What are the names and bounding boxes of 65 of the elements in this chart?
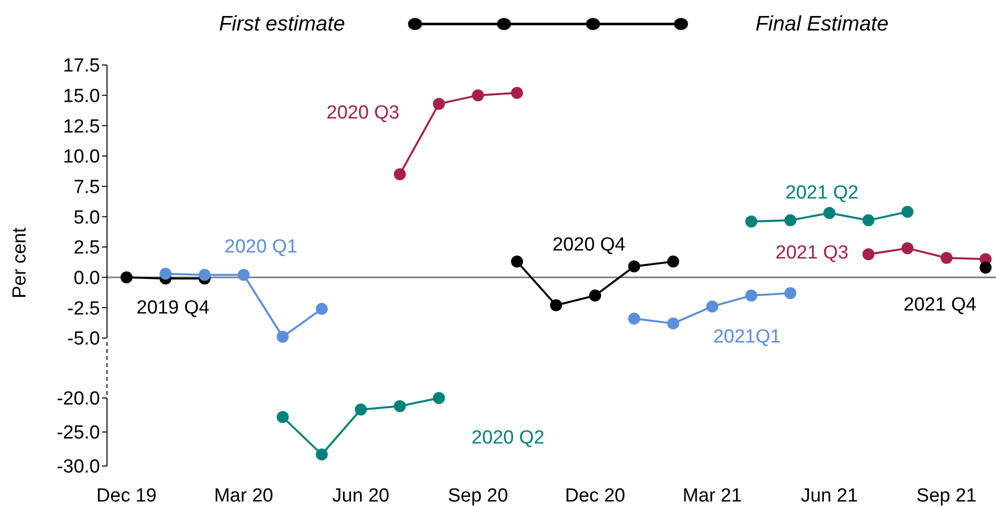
x-tick-label: Dec 20 [565, 485, 626, 506]
point [160, 268, 172, 280]
point [394, 168, 406, 180]
point [901, 242, 914, 254]
point [901, 206, 914, 218]
point [432, 392, 445, 404]
y-tick-label: -20.0 [56, 388, 100, 410]
point [784, 287, 796, 300]
point [316, 302, 328, 315]
y-tick-label: 0.0 [74, 268, 100, 290]
point [354, 404, 367, 416]
series-label: 2021Q1 [713, 326, 781, 348]
y-tick-label: -2.5 [67, 298, 100, 320]
point [511, 86, 524, 99]
y-tick-label: -30.0 [56, 456, 100, 478]
y-tick-label: -25.0 [56, 422, 100, 444]
y-axis-title: Per cent [10, 226, 30, 298]
point [862, 214, 874, 226]
point [706, 300, 718, 312]
point [980, 262, 992, 274]
legend-label: 2019 Q4 [136, 298, 210, 318]
point [823, 207, 836, 220]
x-tick-label: Mar 20 [214, 485, 274, 506]
point [745, 290, 758, 302]
point [940, 252, 953, 264]
series-label: 2020 Q1 [224, 236, 298, 258]
point [316, 448, 328, 460]
point [198, 268, 211, 281]
x-tick-label: Jun 20 [332, 485, 390, 506]
point [628, 312, 640, 325]
text: First estimate [218, 12, 346, 36]
x-tick-label: Sep 21 [916, 485, 977, 506]
y-tick-label: -5.0 [67, 328, 100, 350]
y-tick-label: 7.5 [74, 177, 100, 198]
point [862, 248, 874, 260]
point [120, 271, 133, 284]
y-tick-label: 10.0 [63, 146, 100, 168]
x-tick-label: Dec 19 [96, 485, 157, 506]
series-label: 2020 Q4 [552, 234, 626, 256]
point [745, 216, 758, 228]
point [276, 411, 289, 424]
text: 2020 Q2 [472, 428, 544, 448]
x-tick-label: Sep 20 [448, 485, 508, 506]
series-label: 2021 Q2 [786, 182, 858, 204]
y-tick-label: 5.0 [74, 207, 100, 228]
y-tick-label: 15.0 [63, 86, 100, 108]
series-label: 2021 Q4 [904, 294, 977, 316]
point [550, 299, 562, 312]
y-tick-label: 2.5 [74, 238, 100, 259]
point [394, 400, 406, 412]
x-tick-label: Mar 21 [682, 485, 742, 506]
point [238, 268, 250, 281]
point [784, 214, 796, 226]
series-label: 2021 Q3 [776, 242, 848, 264]
point [472, 89, 484, 102]
text: Final Estimate [755, 12, 889, 36]
point [432, 98, 445, 110]
series-label: 2020 Q3 [326, 102, 400, 124]
y-tick-label: 17.5 [63, 56, 100, 77]
point [628, 260, 640, 272]
point [276, 330, 289, 343]
x-tick-label: Jun 21 [800, 485, 858, 506]
point [589, 290, 602, 302]
y-tick-label: 12.5 [63, 116, 100, 138]
point [511, 256, 524, 268]
